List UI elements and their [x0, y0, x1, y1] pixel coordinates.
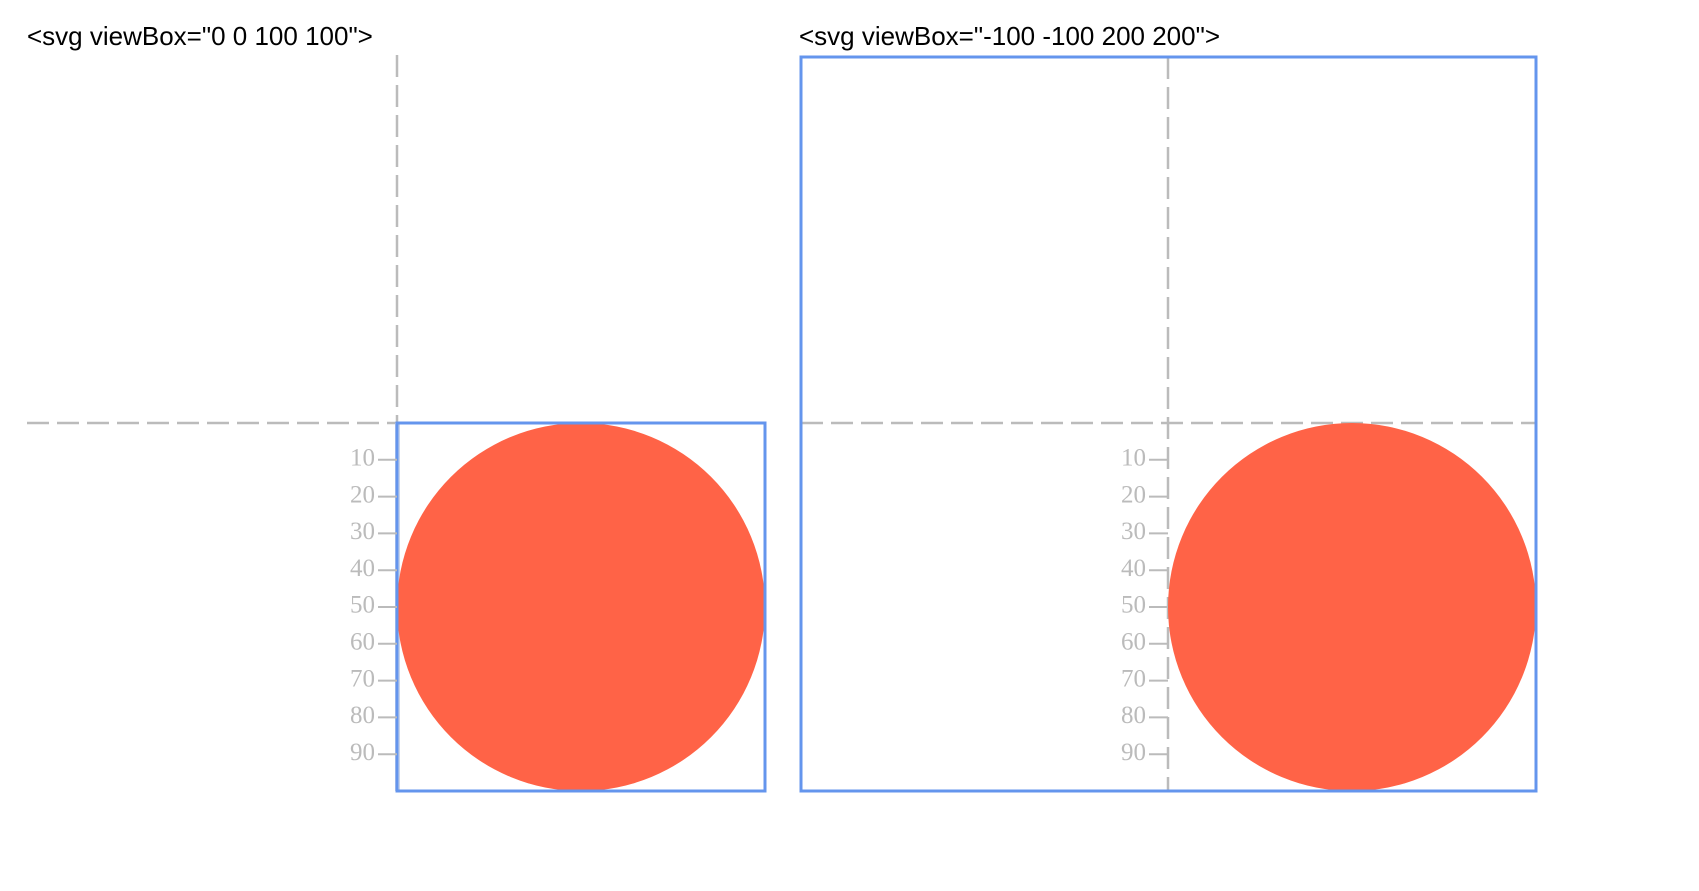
tick-label: 30 — [350, 518, 375, 545]
tick-label: 60 — [1121, 629, 1146, 656]
tick-label: 50 — [1121, 592, 1146, 619]
tick-label: 10 — [350, 445, 375, 472]
tick-label: 90 — [350, 739, 375, 766]
tick-label: 60 — [350, 629, 375, 656]
tick-label: 10 — [1121, 445, 1146, 472]
tick-label: 90 — [1121, 739, 1146, 766]
panel-caption: <svg viewBox="-100 -100 200 200"> — [799, 21, 1220, 51]
panel-caption: <svg viewBox="0 0 100 100"> — [27, 21, 373, 51]
tick-label: 80 — [1121, 702, 1146, 729]
tick-label: 40 — [350, 555, 375, 582]
tick-label: 20 — [1121, 481, 1146, 508]
tick-label: 70 — [1121, 665, 1146, 692]
tick-label: 40 — [1121, 555, 1146, 582]
circle — [1168, 423, 1536, 791]
tick-label: 70 — [350, 665, 375, 692]
circle — [397, 423, 765, 791]
tick-label: 20 — [350, 481, 375, 508]
tick-label: 30 — [1121, 518, 1146, 545]
tick-label: 80 — [350, 702, 375, 729]
viewport-frame — [799, 55, 1538, 793]
tick-label: 50 — [350, 592, 375, 619]
